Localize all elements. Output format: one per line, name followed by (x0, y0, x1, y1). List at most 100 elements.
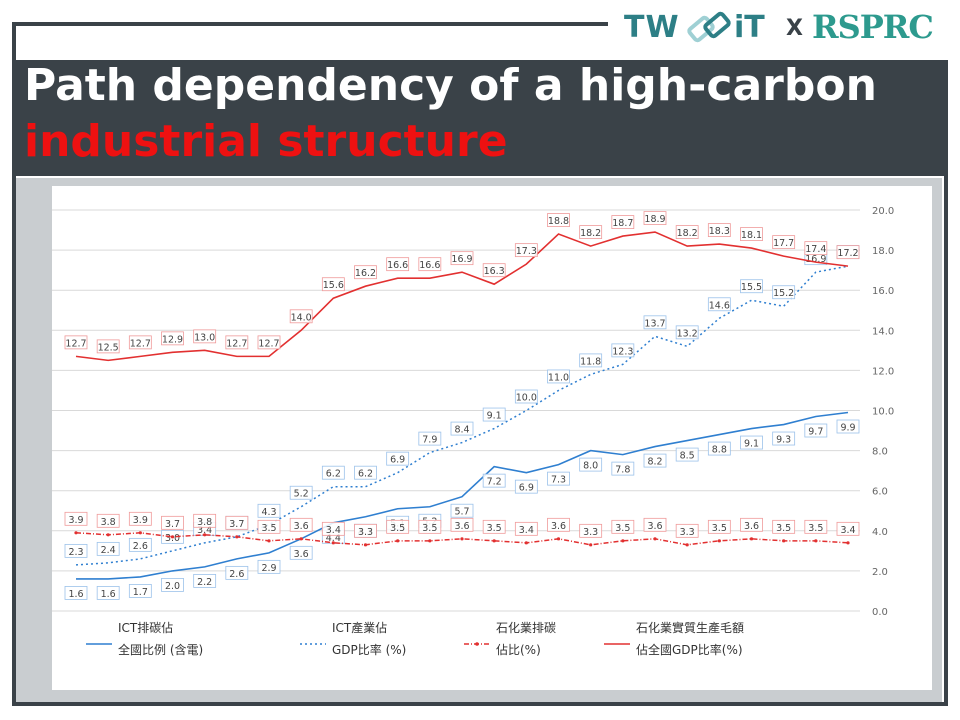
data-label-box (354, 465, 377, 480)
line-chart: 0.0 2.0 4.0 6.0 8.0 10.0 12.0 14.0 16.0 18.0 20.0 1… (52, 206, 894, 657)
data-label-box (675, 225, 699, 239)
data-label-box (257, 559, 281, 574)
data-label: 11.8 (580, 356, 601, 367)
data-point (621, 539, 625, 543)
data-label: 3.6 (551, 521, 566, 532)
data-label-box (321, 521, 345, 536)
data-label: 3.9 (133, 515, 148, 526)
chart-panel: 0.0 2.0 4.0 6.0 8.0 10.0 12.0 14.0 16.0 18.0 20.0 1… (16, 178, 942, 702)
data-label: 2.6 (229, 569, 244, 580)
data-label-box (772, 431, 796, 446)
data-label: 18.9 (644, 214, 665, 225)
y-tick-label: 16.0 (872, 286, 894, 297)
data-label-box (289, 485, 313, 500)
data-label: 4.3 (261, 507, 276, 518)
title-banner: Path dependency of a high-carbon industr… (14, 60, 946, 176)
data-label-box (579, 353, 603, 368)
data-label-box (289, 517, 313, 532)
data-label: 3.5 (776, 523, 791, 534)
data-label-box (740, 435, 763, 450)
data-label: 12.3 (612, 346, 633, 357)
y-tick-label: 20.0 (872, 206, 894, 217)
data-label-box (836, 521, 860, 536)
data-label: 6.2 (326, 469, 341, 480)
data-label: 3.4 (840, 525, 855, 536)
data-label-box (611, 343, 635, 358)
data-label-box (836, 419, 860, 434)
data-label: 3.7 (165, 519, 180, 530)
data-label-box (482, 473, 506, 488)
data-label: 7.3 (551, 475, 566, 486)
data-label: 11.0 (548, 372, 569, 383)
data-label: 2.4 (101, 545, 116, 556)
data-label-box (611, 519, 635, 534)
data-label-box (740, 279, 763, 294)
data-label-box (386, 257, 410, 272)
data-label-box (547, 213, 570, 227)
data-label: 3.8 (197, 517, 212, 528)
data-point (492, 539, 496, 543)
frame-right-border (944, 60, 948, 706)
data-label: 5.2 (294, 489, 309, 500)
y-tick-label: 6.0 (872, 487, 888, 498)
data-label-box (707, 297, 731, 312)
data-label: 18.7 (612, 218, 633, 229)
data-label: 18.2 (580, 228, 601, 239)
data-label: 3.9 (68, 515, 83, 526)
data-label-box (611, 461, 635, 476)
legend-label: GDP比率 (%) (332, 642, 406, 657)
data-label: 7.9 (422, 435, 437, 446)
data-label: 3.6 (294, 521, 309, 532)
data-label: 8.4 (454, 425, 469, 436)
data-label-box (128, 511, 152, 526)
logo-partner: RSPRC (812, 8, 934, 46)
data-label-box (257, 335, 281, 350)
logo-text-tw: TW (624, 10, 680, 45)
data-label: 7.8 (615, 465, 630, 476)
logo-link-icon (687, 11, 731, 43)
data-point (653, 537, 657, 541)
data-label: 9.3 (776, 435, 791, 446)
data-point (396, 539, 400, 543)
data-label-box (96, 339, 120, 354)
data-label-box (482, 519, 506, 534)
data-label-box (579, 523, 603, 538)
data-label-box (707, 519, 731, 534)
data-label-box (707, 441, 731, 456)
data-label-box (579, 225, 603, 239)
data-label-box (321, 277, 345, 292)
data-label: 5.7 (454, 507, 469, 518)
data-label: 18.8 (548, 216, 569, 227)
data-label: 12.7 (226, 338, 247, 349)
data-label: 13.2 (677, 328, 698, 339)
data-point (106, 533, 110, 537)
data-label: 13.7 (644, 318, 665, 329)
data-label-box (514, 521, 538, 536)
data-label-box (289, 309, 313, 324)
data-label-box (354, 265, 377, 280)
data-label: 3.3 (583, 527, 598, 538)
data-label: 15.6 (323, 280, 344, 291)
data-point (460, 537, 464, 541)
data-label-box (321, 465, 345, 480)
data-label: 3.4 (326, 525, 341, 536)
data-label: 1.7 (133, 587, 148, 598)
data-label-box (386, 451, 410, 466)
data-label: 18.2 (677, 228, 698, 239)
data-point (235, 535, 239, 539)
data-point (782, 539, 786, 543)
data-point (556, 537, 561, 541)
data-label-box (643, 315, 667, 330)
data-label-box (257, 503, 281, 518)
data-label: 3.3 (358, 527, 373, 538)
data-label: 9.1 (487, 411, 502, 422)
data-label: 3.5 (712, 523, 727, 534)
data-label-box (450, 503, 474, 518)
data-label: 16.2 (355, 268, 376, 279)
frame-top-border (12, 22, 608, 26)
data-label-box (161, 577, 184, 592)
data-label-box (96, 513, 120, 528)
data-label: 9.1 (744, 439, 759, 450)
legend-marker (475, 642, 479, 646)
data-label: 9.7 (808, 427, 823, 438)
